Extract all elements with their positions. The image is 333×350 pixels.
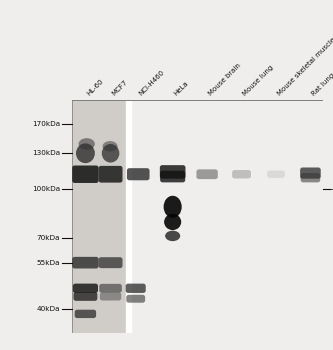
Ellipse shape xyxy=(165,231,180,241)
FancyBboxPatch shape xyxy=(74,292,97,301)
FancyBboxPatch shape xyxy=(99,257,123,268)
Ellipse shape xyxy=(76,144,95,163)
Ellipse shape xyxy=(102,144,119,163)
FancyBboxPatch shape xyxy=(300,168,321,179)
Text: 70kDa: 70kDa xyxy=(36,235,60,241)
Text: 100kDa: 100kDa xyxy=(32,186,60,193)
FancyBboxPatch shape xyxy=(160,171,185,182)
Text: 130kDa: 130kDa xyxy=(32,150,60,156)
Text: Mouse brain: Mouse brain xyxy=(207,62,242,97)
Text: Mouse lung: Mouse lung xyxy=(241,64,274,97)
FancyBboxPatch shape xyxy=(72,166,99,183)
FancyBboxPatch shape xyxy=(160,165,185,178)
Text: HeLa: HeLa xyxy=(173,80,189,97)
Ellipse shape xyxy=(103,141,118,152)
Bar xyxy=(127,100,131,332)
FancyBboxPatch shape xyxy=(126,284,146,293)
FancyBboxPatch shape xyxy=(127,168,150,180)
FancyBboxPatch shape xyxy=(72,257,99,268)
Text: 40kDa: 40kDa xyxy=(36,306,60,312)
FancyBboxPatch shape xyxy=(301,173,320,182)
Text: MCF7: MCF7 xyxy=(111,79,129,97)
Text: — DPP8: — DPP8 xyxy=(330,185,333,194)
FancyBboxPatch shape xyxy=(75,310,96,318)
Text: Rat lung: Rat lung xyxy=(310,72,333,97)
Text: NCI-H460: NCI-H460 xyxy=(138,69,166,97)
Text: 170kDa: 170kDa xyxy=(32,121,60,127)
Text: 55kDa: 55kDa xyxy=(36,260,60,266)
Text: HL-60: HL-60 xyxy=(86,78,104,97)
FancyBboxPatch shape xyxy=(99,284,122,293)
FancyBboxPatch shape xyxy=(73,284,98,293)
Bar xyxy=(72,100,127,332)
Ellipse shape xyxy=(79,138,95,150)
Text: Mouse skeletal muscle: Mouse skeletal muscle xyxy=(276,37,333,97)
FancyBboxPatch shape xyxy=(267,170,285,178)
FancyBboxPatch shape xyxy=(126,295,145,303)
Ellipse shape xyxy=(164,214,181,230)
FancyBboxPatch shape xyxy=(100,292,121,301)
Ellipse shape xyxy=(164,196,182,218)
FancyBboxPatch shape xyxy=(196,169,218,179)
FancyBboxPatch shape xyxy=(232,170,251,178)
FancyBboxPatch shape xyxy=(99,166,123,183)
